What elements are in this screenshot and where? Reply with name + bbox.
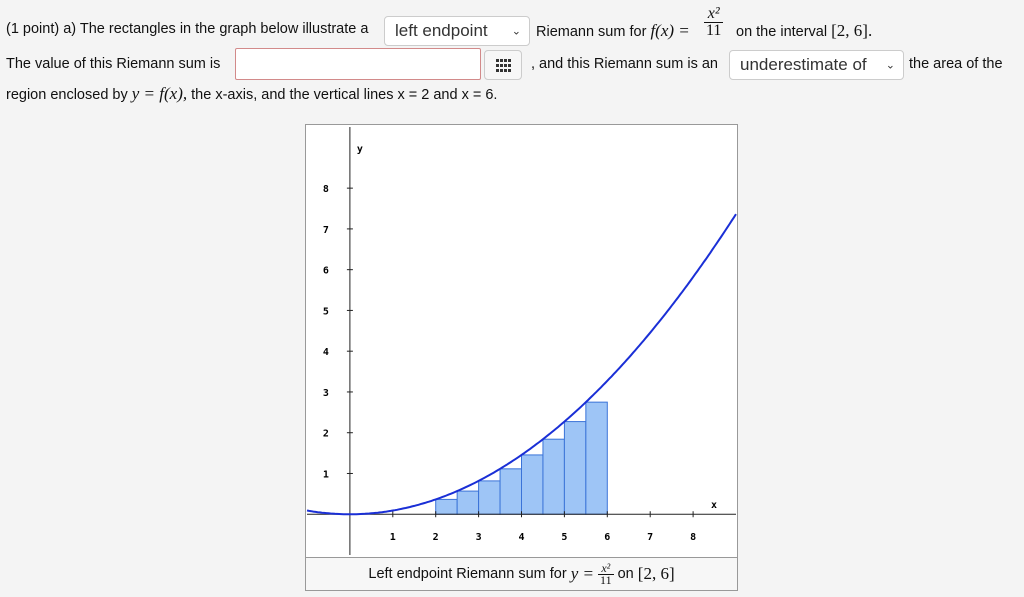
- riemann-rect-1: [435, 498, 458, 515]
- riemann-rect-5: [521, 454, 544, 515]
- caption-denominator: 11: [600, 572, 612, 587]
- riemann-rect-4: [499, 468, 523, 515]
- caption-on: on: [617, 566, 634, 582]
- y-tick-label-4: 4: [323, 347, 329, 358]
- caption-text: Left endpoint Riemann sum for: [368, 566, 567, 582]
- y-tick-label-2: 2: [323, 429, 329, 440]
- riemann-rect-6: [542, 438, 565, 515]
- x-tick-label-1: 1: [390, 532, 396, 543]
- y-axis-label: y: [357, 144, 363, 155]
- graph-caption: Left endpoint Riemann sum for y = x² 11 …: [306, 557, 737, 590]
- chevron-down-icon: ⌄: [511, 25, 521, 38]
- y-tick-label-5: 5: [323, 306, 329, 317]
- x-tick-label-4: 4: [518, 532, 524, 543]
- riemann-rect-8: [585, 401, 608, 515]
- caption-interval: [2, 6]: [637, 564, 675, 583]
- sum-type-select[interactable]: left endpoint ⌄: [384, 16, 530, 46]
- y-tick-label-8: 8: [323, 184, 329, 195]
- function-fraction: x² 11: [704, 6, 724, 39]
- x-tick-label-7: 7: [647, 532, 653, 543]
- riemann-chart: 1 2 3 4 5 6 7 8 1 2 3 4 5 6 7 8 x y: [306, 127, 737, 555]
- estimate-type-value: underestimate of: [740, 55, 867, 74]
- riemann-for-group: Riemann sum for f(x) =: [536, 21, 690, 41]
- function-curve: [306, 213, 737, 516]
- region-math: y = f(x),: [131, 84, 188, 103]
- x-tick-label-3: 3: [476, 532, 482, 543]
- riemann-rect-7: [563, 421, 587, 515]
- region-line: region enclosed by y = f(x), the x-axis,…: [6, 84, 497, 104]
- x-axis-label: x: [711, 500, 717, 511]
- region-text-2: the x-axis, and the vertical lines x = 2…: [191, 87, 498, 103]
- x-tick-label-5: 5: [561, 532, 567, 543]
- and-text: , and this Riemann sum is an: [531, 56, 718, 72]
- x-tick-label-2: 2: [433, 532, 439, 543]
- x-tick-label-6: 6: [604, 532, 610, 543]
- y-tick-label-7: 7: [323, 225, 329, 236]
- caption-y: y =: [570, 564, 594, 583]
- area-text: the area of the: [909, 56, 1003, 72]
- y-tick-label-3: 3: [323, 388, 329, 399]
- interval-group: on the interval [2, 6].: [736, 21, 872, 41]
- riemann-for-text: Riemann sum for: [536, 24, 647, 40]
- riemann-rect-2: [456, 490, 480, 515]
- y-tick-label-1: 1: [323, 469, 329, 480]
- riemann-rect-3: [478, 480, 501, 515]
- y-tick-label-6: 6: [323, 266, 329, 277]
- estimate-type-select[interactable]: underestimate of ⌄: [729, 50, 904, 80]
- graph-panel: 1 2 3 4 5 6 7 8 1 2 3 4 5 6 7 8 x y Left endpoint Riemann…: [305, 124, 738, 591]
- chevron-down-icon: ⌄: [885, 59, 895, 72]
- fraction-denominator: 11: [706, 22, 722, 39]
- caption-numerator: x²: [598, 562, 614, 575]
- fraction-numerator: x²: [704, 6, 724, 23]
- intro-text: (1 point) a) The rectangles in the graph…: [6, 21, 369, 37]
- value-text: The value of this Riemann sum is: [6, 56, 221, 72]
- fx-expression: f(x) =: [650, 21, 690, 40]
- region-text-1: region enclosed by: [6, 87, 128, 103]
- keypad-button[interactable]: [484, 50, 522, 80]
- grid-icon: [496, 59, 511, 72]
- x-tick-label-8: 8: [690, 532, 696, 543]
- caption-fraction: x² 11: [598, 562, 614, 587]
- interval-value: [2, 6].: [831, 21, 873, 40]
- on-interval-text: on the interval: [736, 24, 828, 40]
- answer-input[interactable]: [235, 48, 481, 80]
- sum-type-value: left endpoint: [395, 21, 488, 40]
- problem-line-1: (1 point) a) The rectangles in the graph…: [6, 21, 368, 37]
